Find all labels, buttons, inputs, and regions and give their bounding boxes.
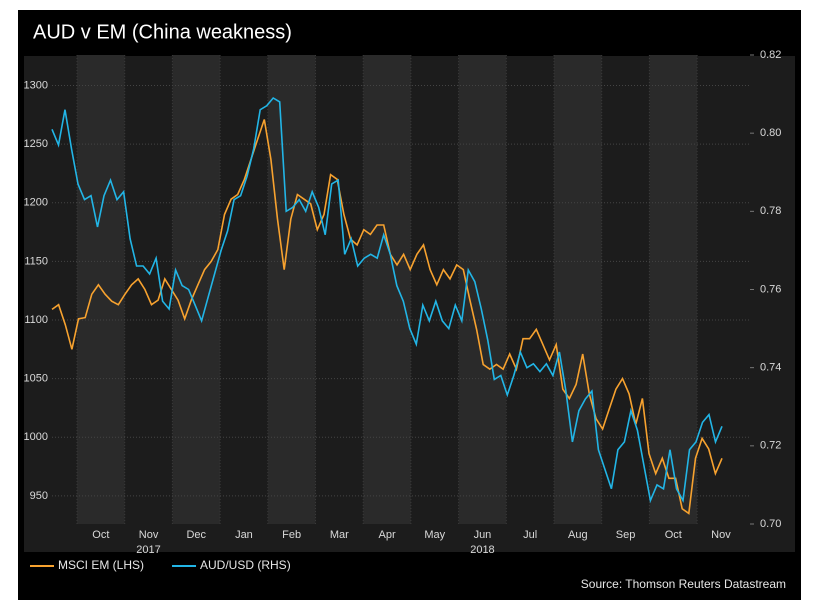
x-tick-label: May <box>424 529 445 541</box>
y2-tick-label: 0.70 <box>760 518 781 530</box>
series-line <box>51 119 723 515</box>
x-tick-label: Jun <box>474 529 492 541</box>
legend-label: AUD/USD (RHS) <box>200 558 291 572</box>
y-tick-label: 1150 <box>24 255 48 267</box>
y2-tick-label: 0.72 <box>760 440 781 452</box>
y-tick-label: 1050 <box>24 373 48 385</box>
y-tick-label: 950 <box>30 490 48 502</box>
y2-tick-label: 0.74 <box>760 362 781 374</box>
x-tick-label: Aug <box>568 529 588 541</box>
y2-tick-label: 0.76 <box>760 283 781 295</box>
y2-tick-label: 0.82 <box>760 49 781 61</box>
legend-label: MSCI EM (LHS) <box>58 558 144 572</box>
x-tick-label: Oct <box>665 529 682 541</box>
y-tick-label: 1000 <box>24 431 48 443</box>
x-tick-label: Jan <box>235 529 253 541</box>
month-band <box>554 55 602 524</box>
month-band <box>363 55 411 524</box>
x-tick-label: Jul <box>523 529 537 541</box>
x-tick-label: Dec <box>186 529 206 541</box>
x-group-label: 2018 <box>470 544 494 556</box>
y2-tick-label: 0.80 <box>760 127 781 139</box>
chart-title: AUD v EM (China weakness) <box>33 21 292 43</box>
y-tick-label: 1100 <box>24 314 48 326</box>
x-tick-label: Apr <box>378 529 395 541</box>
x-group-label: 2017 <box>136 544 160 556</box>
y-tick-label: 1250 <box>24 138 48 150</box>
source-note: Source: Thomson Reuters Datastream <box>581 577 786 591</box>
month-band <box>267 55 316 524</box>
y-tick-label: 1300 <box>24 79 48 91</box>
x-tick-label: Sep <box>616 529 636 541</box>
month-band <box>649 55 698 524</box>
x-tick-label: Nov <box>139 529 159 541</box>
y2-tick-label: 0.78 <box>760 205 781 217</box>
x-tick-label: Feb <box>282 529 301 541</box>
series-line <box>51 96 723 504</box>
x-tick-label: Nov <box>711 529 731 541</box>
y-tick-label: 1200 <box>24 197 48 209</box>
x-tick-label: Oct <box>92 529 109 541</box>
x-tick-label: Mar <box>330 529 349 541</box>
